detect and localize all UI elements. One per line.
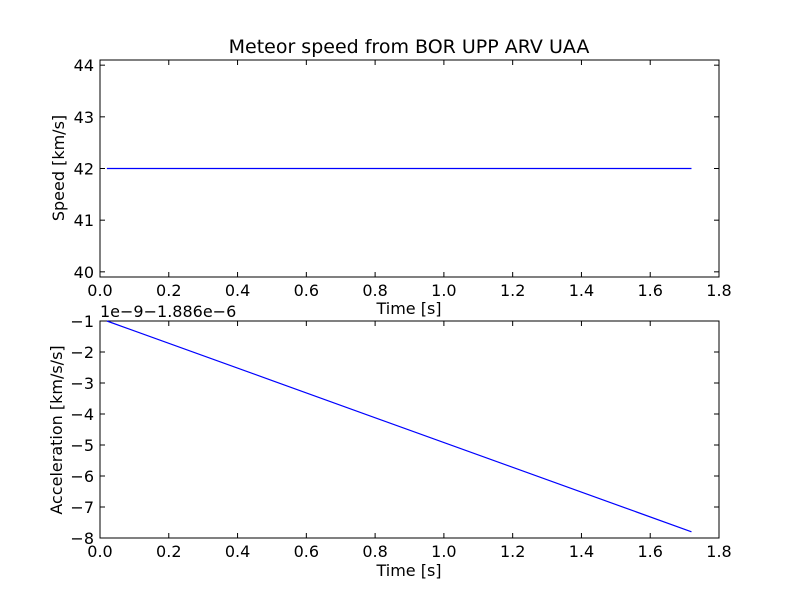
speed-x-axis-label: Time [s]	[375, 299, 441, 318]
speed-x-tick-label: 0.4	[225, 281, 250, 300]
acceleration-offset-label: 1e−9−1.886e−6	[100, 302, 236, 321]
speed-y-tick-label: 41	[74, 211, 94, 230]
speed-x-tick-label: 1.4	[569, 281, 594, 300]
speed-x-tick-label: 1.2	[500, 281, 525, 300]
speed-y-tick-label: 44	[74, 56, 94, 75]
acceleration-y-tick-label: −4	[70, 405, 94, 424]
speed-y-axis-label: Speed [km/s]	[49, 115, 68, 221]
acceleration-y-tick-label: −7	[70, 498, 94, 517]
speed-plot-content: 0.0 0.2 0.4 0.6 0.8 1.0 1.2 1.4 1.6 1.8 40 41 42 43 44	[74, 56, 732, 300]
acceleration-y-axis-label: Acceleration [km/s/s]	[47, 345, 66, 514]
acceleration-plot-content: 0.0 0.2 0.4 0.6 0.8 1.0 1.2 1.4 1.6 1.8 −8 −7 −6 −5 −4…	[70, 312, 731, 561]
acceleration-x-tick-label: 1.6	[637, 542, 662, 561]
speed-y-tick-label: 42	[74, 160, 94, 179]
acceleration-x-tick-label: 1.8	[706, 542, 731, 561]
speed-y-tick-label: 40	[74, 263, 94, 282]
acceleration-y-tick-label: −2	[70, 343, 94, 362]
acceleration-x-tick-label: 1.0	[431, 542, 456, 561]
speed-x-tick-label: 1.0	[431, 281, 456, 300]
chart-title: Meteor speed from BOR UPP ARV UAA	[229, 36, 590, 58]
acceleration-y-tick-label: −8	[70, 529, 94, 548]
acceleration-y-tick-label: −5	[70, 436, 94, 455]
speed-x-tick-label: 0.6	[294, 281, 319, 300]
acceleration-series-line-0	[106, 320, 692, 533]
acceleration-x-tick-label: 0.0	[87, 542, 112, 561]
speed-x-tick-label: 0.0	[87, 281, 112, 300]
speed-x-tick-label: 0.8	[362, 281, 387, 300]
acceleration-x-tick-label: 1.4	[569, 542, 594, 561]
acceleration-y-tick-label: −6	[70, 467, 94, 486]
acceleration-subplot: 0.0 0.2 0.4 0.6 0.8 1.0 1.2 1.4 1.6 1.8 −8 −7 −6 −5 −4…	[47, 302, 732, 580]
speed-y-tick-label: 43	[74, 108, 94, 127]
speed-x-tick-label: 1.8	[706, 281, 731, 300]
acceleration-x-tick-label: 1.2	[500, 542, 525, 561]
acceleration-x-tick-label: 0.4	[225, 542, 250, 561]
speed-x-tick-label: 1.6	[637, 281, 662, 300]
speed-x-tick-label: 0.2	[156, 281, 181, 300]
acceleration-x-axis-label: Time [s]	[375, 561, 441, 580]
acceleration-x-tick-label: 0.6	[294, 542, 319, 561]
acceleration-x-tick-label: 0.8	[362, 542, 387, 561]
speed-subplot: Meteor speed from BOR UPP ARV UAA 0.0 0.2…	[49, 36, 732, 318]
acceleration-x-tick-label: 0.2	[156, 542, 181, 561]
acceleration-y-tick-label: −3	[70, 374, 94, 393]
acceleration-y-tick-label: −1	[70, 312, 94, 331]
